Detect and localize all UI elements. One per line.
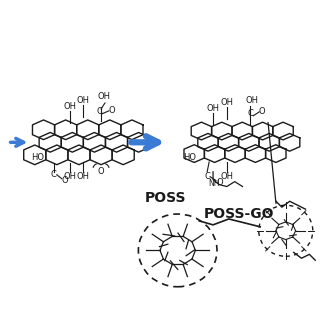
Text: NH: NH xyxy=(208,179,220,188)
Polygon shape xyxy=(198,133,218,151)
Polygon shape xyxy=(225,145,245,163)
Polygon shape xyxy=(24,145,46,165)
Text: O: O xyxy=(217,178,223,187)
Polygon shape xyxy=(77,120,99,140)
Polygon shape xyxy=(46,145,68,165)
Polygon shape xyxy=(204,145,225,163)
Polygon shape xyxy=(61,132,84,152)
Polygon shape xyxy=(99,120,121,140)
Polygon shape xyxy=(184,145,204,163)
Text: OH: OH xyxy=(246,96,259,105)
Polygon shape xyxy=(112,145,134,165)
Polygon shape xyxy=(259,133,279,151)
Polygon shape xyxy=(273,122,293,140)
Text: POSS: POSS xyxy=(145,191,187,205)
Polygon shape xyxy=(128,132,150,152)
Polygon shape xyxy=(55,120,77,140)
Polygon shape xyxy=(212,122,232,140)
Text: C: C xyxy=(247,109,253,118)
Polygon shape xyxy=(266,145,286,163)
Text: HO: HO xyxy=(183,153,196,162)
Text: C: C xyxy=(96,107,102,116)
Text: OH: OH xyxy=(207,104,220,113)
Text: O: O xyxy=(61,176,68,185)
Text: OH: OH xyxy=(77,96,90,105)
Text: C: C xyxy=(204,172,210,181)
Text: OH: OH xyxy=(98,92,110,101)
Polygon shape xyxy=(106,132,128,152)
Text: OH: OH xyxy=(77,172,90,181)
Text: O: O xyxy=(259,107,266,116)
Text: O: O xyxy=(108,106,115,116)
Text: C: C xyxy=(51,170,57,179)
Polygon shape xyxy=(32,120,55,140)
Text: POSS-GO: POSS-GO xyxy=(204,207,274,221)
Polygon shape xyxy=(121,120,143,140)
Polygon shape xyxy=(39,132,61,152)
Text: OH: OH xyxy=(220,172,233,181)
Text: HO: HO xyxy=(31,153,44,162)
Polygon shape xyxy=(218,133,239,151)
Text: OH: OH xyxy=(63,102,76,111)
Polygon shape xyxy=(252,122,273,140)
Text: OH: OH xyxy=(220,98,233,107)
Polygon shape xyxy=(191,122,212,140)
Text: OH: OH xyxy=(63,172,76,181)
Polygon shape xyxy=(90,145,112,165)
Polygon shape xyxy=(68,145,90,165)
Polygon shape xyxy=(239,133,259,151)
Polygon shape xyxy=(245,145,266,163)
Text: O: O xyxy=(98,167,104,176)
Polygon shape xyxy=(279,133,300,151)
Polygon shape xyxy=(232,122,252,140)
Polygon shape xyxy=(83,132,106,152)
